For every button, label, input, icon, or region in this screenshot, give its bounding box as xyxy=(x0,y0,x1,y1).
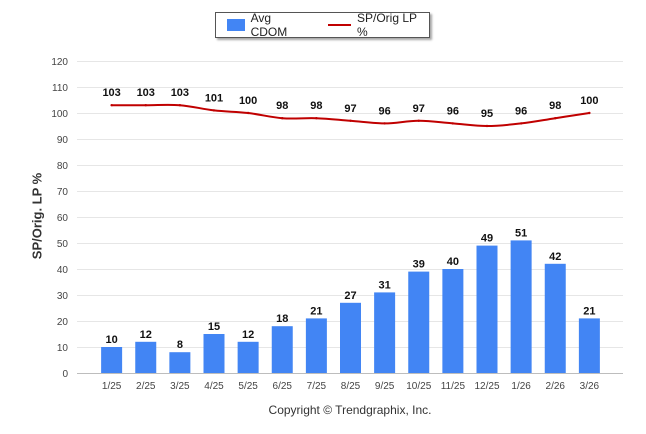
line-data-label: 97 xyxy=(344,103,356,115)
bar xyxy=(340,302,361,373)
bar-data-label: 15 xyxy=(208,321,220,333)
bar xyxy=(237,341,259,373)
x-tick-label: 8/25 xyxy=(341,381,361,392)
line-data-label: 98 xyxy=(549,100,561,112)
x-tick-label: 4/25 xyxy=(204,381,224,392)
bar xyxy=(169,352,191,373)
bar-data-label: 51 xyxy=(515,227,527,239)
bar-data-label: 12 xyxy=(242,329,254,341)
y-tick-label: 30 xyxy=(57,291,69,302)
x-tick-label: 2/26 xyxy=(546,381,566,392)
line-data-label: 103 xyxy=(102,87,120,99)
bar xyxy=(578,318,600,373)
x-tick-label: 1/26 xyxy=(511,381,531,392)
legend: Avg CDOM SP/Orig LP % xyxy=(215,11,430,39)
line-data-label: 98 xyxy=(310,100,322,112)
bar xyxy=(510,240,532,373)
y-tick-label: 0 xyxy=(62,369,68,380)
bar xyxy=(305,318,327,373)
bar xyxy=(135,341,157,373)
bar-data-label: 27 xyxy=(344,290,356,302)
line-data-label: 100 xyxy=(580,95,598,107)
y-tick-label: 60 xyxy=(57,213,69,224)
line-point xyxy=(178,104,182,107)
bar xyxy=(544,263,566,373)
bar-data-label: 39 xyxy=(413,259,425,271)
copyright-text: Copyright © Trendgraphix, Inc. xyxy=(268,403,432,417)
x-tick-label: 3/26 xyxy=(580,381,600,392)
line-point xyxy=(315,117,318,120)
bar-data-label: 18 xyxy=(276,313,288,325)
line-swatch-icon xyxy=(327,24,351,26)
line-data-label: 97 xyxy=(413,103,425,115)
line-data-label: 96 xyxy=(447,105,459,117)
x-tick-label: 6/25 xyxy=(273,381,293,392)
x-tick-label: 7/25 xyxy=(307,381,327,392)
line-point xyxy=(212,109,216,112)
bar-data-label: 10 xyxy=(106,334,118,346)
y-tick-label: 110 xyxy=(52,83,68,94)
x-tick-label: 2/25 xyxy=(136,381,156,392)
bar xyxy=(476,245,498,373)
bar-data-label: 31 xyxy=(379,279,391,291)
line-point xyxy=(485,124,489,128)
y-tick-label: 120 xyxy=(51,57,68,68)
line-point xyxy=(144,104,147,107)
line-point xyxy=(246,111,250,115)
line-data-label: 100 xyxy=(239,95,257,107)
bar xyxy=(271,326,293,373)
y-tick-label: 80 xyxy=(57,161,69,172)
bar xyxy=(374,292,396,373)
line-point xyxy=(451,122,455,125)
bar-data-label: 21 xyxy=(583,305,595,317)
legend-item-sp-orig-lp[interactable]: SP/Orig LP % xyxy=(310,11,429,39)
x-tick-label: 12/25 xyxy=(474,381,499,392)
line-point xyxy=(349,119,352,123)
x-tick-label: 3/25 xyxy=(170,381,190,392)
bar xyxy=(442,269,464,373)
y-tick-label: 70 xyxy=(57,187,69,198)
line-data-label: 103 xyxy=(171,87,189,99)
y-tick-label: 20 xyxy=(57,317,69,328)
bar-data-label: 21 xyxy=(310,305,322,317)
x-tick-label: 9/25 xyxy=(375,381,395,392)
legend-label-avg-cdom: Avg CDOM xyxy=(250,11,288,39)
bar xyxy=(101,347,123,373)
y-tick-label: 50 xyxy=(57,239,69,250)
line-point xyxy=(554,117,557,120)
legend-label-sp-orig-lp: SP/Orig LP % xyxy=(357,11,417,39)
line-data-label: 101 xyxy=(205,92,223,104)
x-tick-label: 10/25 xyxy=(406,381,431,392)
line-point xyxy=(383,122,386,125)
line-data-label: 96 xyxy=(515,105,527,117)
bar-data-label: 12 xyxy=(140,329,152,341)
y-tick-label: 100 xyxy=(51,109,68,120)
bar xyxy=(408,271,430,373)
line-data-label: 95 xyxy=(481,108,493,120)
line-data-label: 96 xyxy=(379,105,391,117)
y-tick-label: 40 xyxy=(57,265,69,276)
line-point xyxy=(519,122,523,125)
y-tick-label: 90 xyxy=(57,135,69,146)
x-tick-label: 1/25 xyxy=(102,381,122,392)
bar-data-label: 8 xyxy=(177,339,183,351)
bar xyxy=(203,334,225,373)
x-tick-label: 5/25 xyxy=(238,381,258,392)
bar-data-label: 42 xyxy=(549,251,561,263)
line-data-label: 98 xyxy=(276,100,288,112)
x-tick-label: 11/25 xyxy=(441,381,466,392)
legend-item-avg-cdom[interactable]: Avg CDOM xyxy=(216,11,310,39)
bar-data-label: 49 xyxy=(481,233,493,245)
line-data-label: 103 xyxy=(137,87,155,99)
line-point xyxy=(110,104,113,107)
line-point xyxy=(281,117,284,120)
bar-data-label: 40 xyxy=(447,256,459,268)
bar-swatch-icon xyxy=(227,19,245,31)
line-point xyxy=(417,119,420,123)
y-tick-label: 10 xyxy=(57,343,69,354)
line-point xyxy=(588,111,591,115)
